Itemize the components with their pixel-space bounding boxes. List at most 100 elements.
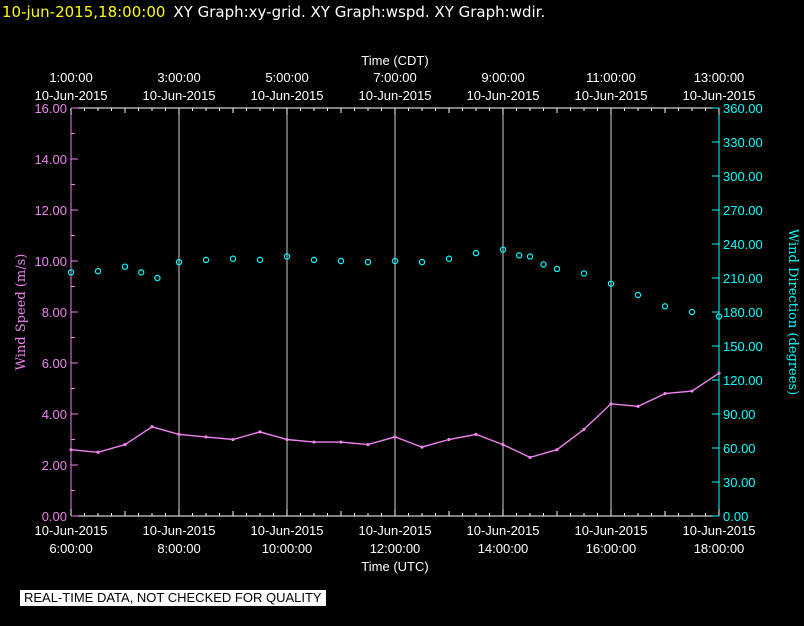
y-left-tick-label: 16.00 xyxy=(34,101,67,116)
wind-speed-point xyxy=(204,435,208,439)
header-graph-list: XY Graph:xy-grid. XY Graph:wspd. XY Grap… xyxy=(173,3,546,21)
wind-speed-point xyxy=(231,437,235,442)
x-bottom-tick-date: 10-Jun-2015 xyxy=(251,523,324,538)
wind-direction-point xyxy=(310,256,318,264)
x-top-tick-date: 10-Jun-2015 xyxy=(143,88,216,103)
x-bottom-tick-date: 10-Jun-2015 xyxy=(683,523,756,538)
wind-speed-point xyxy=(582,427,586,431)
y-right-tick-label: 120.00 xyxy=(723,373,763,388)
wind-direction-point xyxy=(175,258,183,266)
y-right-tick-label: 270.00 xyxy=(723,203,763,218)
wind-speed-point xyxy=(366,443,370,447)
wind-direction-point xyxy=(418,258,426,266)
y-left-tick-label: 2.00 xyxy=(42,458,67,473)
wind-direction-point xyxy=(526,253,534,260)
x-bottom-tick-time: 14:00:00 xyxy=(478,541,529,556)
wind-speed-point xyxy=(258,430,262,434)
wind-direction-point xyxy=(472,249,480,257)
x-top-tick-date: 10-Jun-2015 xyxy=(683,88,756,103)
y-right-tick-label: 90.00 xyxy=(723,407,756,422)
header-datetime: 10-jun-2015,18:00:00 xyxy=(2,3,166,21)
x-bottom-tick-date: 10-Jun-2015 xyxy=(35,523,108,538)
wind-direction-point xyxy=(688,308,696,316)
quality-warning-banner: REAL-TIME DATA, NOT CHECKED FOR QUALITY xyxy=(20,590,326,606)
wind-direction-point xyxy=(553,265,561,273)
x-bottom-tick-time: 6:00:00 xyxy=(49,541,92,556)
wind-direction-point xyxy=(445,255,453,262)
wind-direction-point xyxy=(67,269,75,276)
x-bottom-tick-time: 10:00:00 xyxy=(262,541,313,556)
x-top-tick-date: 10-Jun-2015 xyxy=(359,88,432,103)
wind-direction-point xyxy=(580,270,588,277)
x-bottom-tick-time: 12:00:00 xyxy=(370,541,421,556)
y-right-tick-label: 300.00 xyxy=(723,169,763,184)
x-bottom-tick-time: 16:00:00 xyxy=(586,541,637,556)
x-top-tick-time: 7:00:00 xyxy=(373,70,416,85)
y-left-tick-label: 6.00 xyxy=(42,356,67,371)
y-left-tick-label: 12.00 xyxy=(34,203,67,218)
x-bottom-tick-time: 18:00:00 xyxy=(694,541,745,556)
axes xyxy=(70,107,720,517)
wind-speed-point xyxy=(447,437,451,442)
wind-direction-point xyxy=(634,291,642,299)
wind-speed-point xyxy=(69,448,73,452)
wind-direction-point xyxy=(229,255,237,262)
x-top-tick-date: 10-Jun-2015 xyxy=(467,88,540,103)
y-left-tick-label: 10.00 xyxy=(34,254,67,269)
x-top-tick-time: 11:00:00 xyxy=(586,70,636,85)
x-top-tick-time: 9:00:00 xyxy=(481,70,524,85)
x-top-axis-title: Time (CDT) xyxy=(361,53,428,68)
wind-direction-point xyxy=(540,261,547,268)
wind-direction-point xyxy=(715,313,723,320)
x-bottom-tick-date: 10-Jun-2015 xyxy=(575,523,648,538)
wind-speed-point xyxy=(177,432,181,436)
wind-direction-point xyxy=(202,256,210,264)
y-right-tick-label: 240.00 xyxy=(723,237,763,252)
wind-direction-point xyxy=(283,253,291,260)
x-bottom-tick-date: 10-Jun-2015 xyxy=(143,523,216,538)
wind-direction-point xyxy=(94,268,102,275)
y-left-tick-label: 0.00 xyxy=(42,509,67,524)
y-right-tick-label: 150.00 xyxy=(723,339,763,354)
wind-speed-point xyxy=(285,437,289,442)
x-bottom-tick-date: 10-Jun-2015 xyxy=(467,523,540,538)
y-right-tick-label: 180.00 xyxy=(723,305,763,320)
x-top-tick-date: 10-Jun-2015 xyxy=(35,88,108,103)
wind-direction-point xyxy=(337,257,345,265)
wind-speed-point xyxy=(96,450,100,454)
wind-speed-point xyxy=(555,448,559,452)
x-top-tick-time: 3:00:00 xyxy=(157,70,200,85)
wind-speed-point xyxy=(150,425,154,429)
x-top-tick-date: 10-Jun-2015 xyxy=(575,88,648,103)
wind-speed-point xyxy=(312,440,316,444)
y-left-tick-label: 4.00 xyxy=(42,407,67,422)
y-right-tick-label: 330.00 xyxy=(723,135,763,150)
wind-direction-point xyxy=(516,252,523,259)
wind-direction-point xyxy=(661,303,669,310)
y-right-axis-title: Wind Direction (degrees) xyxy=(785,229,800,395)
title-bar: 10-jun-2015,18:00:00 XY Graph:xy-grid. XY… xyxy=(0,1,545,23)
wind-speed-point xyxy=(393,435,397,439)
wind-direction-point xyxy=(607,280,615,287)
y-left-tick-label: 14.00 xyxy=(34,152,67,167)
x-bottom-tick-time: 8:00:00 xyxy=(157,541,200,556)
wind-speed-point xyxy=(501,443,505,447)
x-bottom-axis-title: Time (UTC) xyxy=(361,559,428,574)
x-bottom-tick-date: 10-Jun-2015 xyxy=(359,523,432,538)
wind-speed-point xyxy=(339,440,343,444)
wind-direction-point xyxy=(391,257,399,265)
y-left-tick-label: 8.00 xyxy=(42,305,67,320)
wind-speed-point xyxy=(636,404,640,408)
wind-speed-point xyxy=(420,445,424,449)
y-right-tick-label: 30.00 xyxy=(723,475,756,490)
x-top-tick-time: 1:00:00 xyxy=(49,70,92,85)
y-right-tick-label: 360.00 xyxy=(723,101,763,116)
series-layer xyxy=(67,246,723,459)
wind-speed-point xyxy=(474,432,478,436)
wind-direction-point xyxy=(121,263,129,270)
y-right-tick-label: 210.00 xyxy=(723,271,763,286)
wind-speed-point xyxy=(123,443,127,447)
y-right-tick-label: 60.00 xyxy=(723,441,756,456)
wind-direction-point xyxy=(256,256,264,264)
